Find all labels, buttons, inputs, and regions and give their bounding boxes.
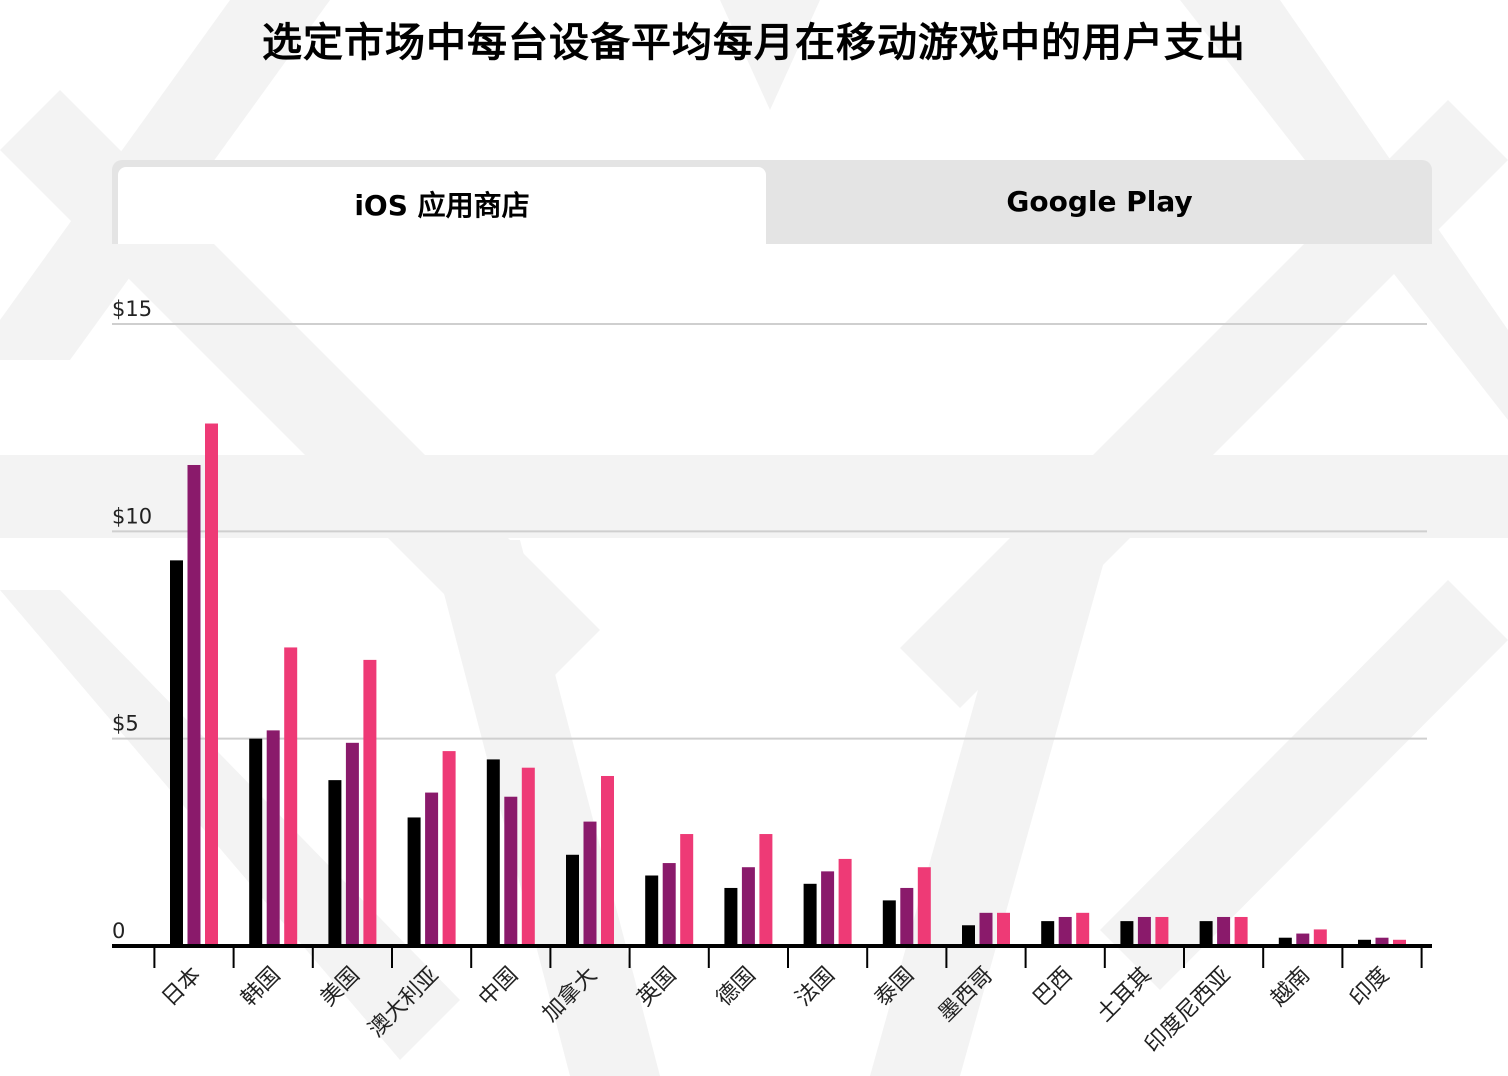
bar-德国-s0 <box>724 887 738 946</box>
x-tick-label: 美国 <box>316 963 365 1012</box>
bar-英国-s1 <box>662 863 676 946</box>
bar-中国-s0 <box>486 759 500 946</box>
bar-法国-s0 <box>803 883 817 946</box>
bar-泰国-s0 <box>882 900 896 946</box>
bar-墨西哥-s1 <box>979 912 993 946</box>
bar-中国-s2 <box>521 767 535 946</box>
y-tick-label: 0 <box>112 919 125 943</box>
x-tick-label: 印度尼西亚 <box>1140 963 1235 1058</box>
bar-美国-s0 <box>328 780 342 946</box>
bar-越南-s2 <box>1313 929 1327 946</box>
x-tick-label: 日本 <box>157 963 206 1012</box>
x-tick-label: 土耳其 <box>1092 963 1156 1027</box>
bar-韩国-s0 <box>249 738 263 946</box>
x-tick-label: 法国 <box>791 963 840 1012</box>
bar-法国-s2 <box>838 858 852 946</box>
bar-英国-s0 <box>645 875 659 946</box>
bar-墨西哥-s2 <box>997 912 1010 946</box>
y-tick-label: $5 <box>112 712 139 736</box>
y-tick-label: $15 <box>112 297 152 321</box>
bar-澳大利亚-s2 <box>442 751 456 946</box>
store-tabs: iOS 应用商店 Google Play <box>112 160 1432 244</box>
bar-中国-s1 <box>504 796 518 946</box>
bar-印度尼西亚-s0 <box>1199 921 1213 946</box>
bar-泰国-s2 <box>917 867 931 946</box>
bar-印度-s0 <box>1358 939 1371 946</box>
x-tick-label: 中国 <box>474 963 523 1012</box>
bar-德国-s1 <box>741 867 755 946</box>
bar-泰国-s1 <box>900 887 914 946</box>
tab-ios-app-store[interactable]: iOS 应用商店 <box>118 167 766 244</box>
bar-韩国-s2 <box>284 647 298 946</box>
bar-澳大利亚-s0 <box>407 817 421 946</box>
bar-美国-s1 <box>345 742 359 946</box>
x-tick-label: 加拿大 <box>537 962 602 1027</box>
bar-日本-s1 <box>187 464 201 946</box>
tab-google-play[interactable]: Google Play <box>1006 185 1193 218</box>
bar-印度尼西亚-s1 <box>1217 916 1231 946</box>
x-tick-label: 印度 <box>1345 963 1394 1012</box>
x-tick-label: 巴西 <box>1029 963 1078 1012</box>
bar-土耳其-s2 <box>1155 916 1169 946</box>
bar-巴西-s2 <box>1076 912 1090 946</box>
bar-巴西-s0 <box>1041 921 1055 946</box>
bar-英国-s2 <box>680 834 694 946</box>
bar-巴西-s1 <box>1058 916 1072 946</box>
x-tick-label: 韩国 <box>237 963 286 1012</box>
y-tick-label: $10 <box>112 504 152 528</box>
bar-土耳其-s0 <box>1120 921 1134 946</box>
bar-澳大利亚-s1 <box>425 792 439 946</box>
x-tick-label: 泰国 <box>870 963 919 1012</box>
chart-title: 选定市场中每台设备平均每月在移动游戏中的用户支出 <box>262 20 1246 66</box>
bar-法国-s1 <box>821 871 835 946</box>
bar-加拿大-s1 <box>583 821 597 946</box>
bar-印度-s2 <box>1393 939 1406 946</box>
x-tick-label: 英国 <box>633 963 682 1012</box>
x-tick-label: 澳大利亚 <box>364 963 444 1043</box>
bar-韩国-s1 <box>266 730 280 946</box>
x-tick-label: 越南 <box>1266 963 1315 1012</box>
bar-印度尼西亚-s2 <box>1234 916 1248 946</box>
bar-印度-s1 <box>1375 937 1389 946</box>
bar-加拿大-s2 <box>601 775 614 946</box>
bar-日本-s2 <box>205 423 218 946</box>
bar-越南-s0 <box>1278 937 1292 946</box>
x-tick-label: 德国 <box>712 963 761 1012</box>
bar-加拿大-s0 <box>566 854 579 946</box>
bar-墨西哥-s0 <box>962 925 975 946</box>
x-tick-label: 墨西哥 <box>934 963 998 1027</box>
bar-美国-s2 <box>363 659 377 946</box>
bar-德国-s2 <box>759 834 773 946</box>
bar-土耳其-s1 <box>1137 916 1151 946</box>
bar-越南-s1 <box>1296 933 1310 946</box>
bar-日本-s0 <box>170 560 183 946</box>
